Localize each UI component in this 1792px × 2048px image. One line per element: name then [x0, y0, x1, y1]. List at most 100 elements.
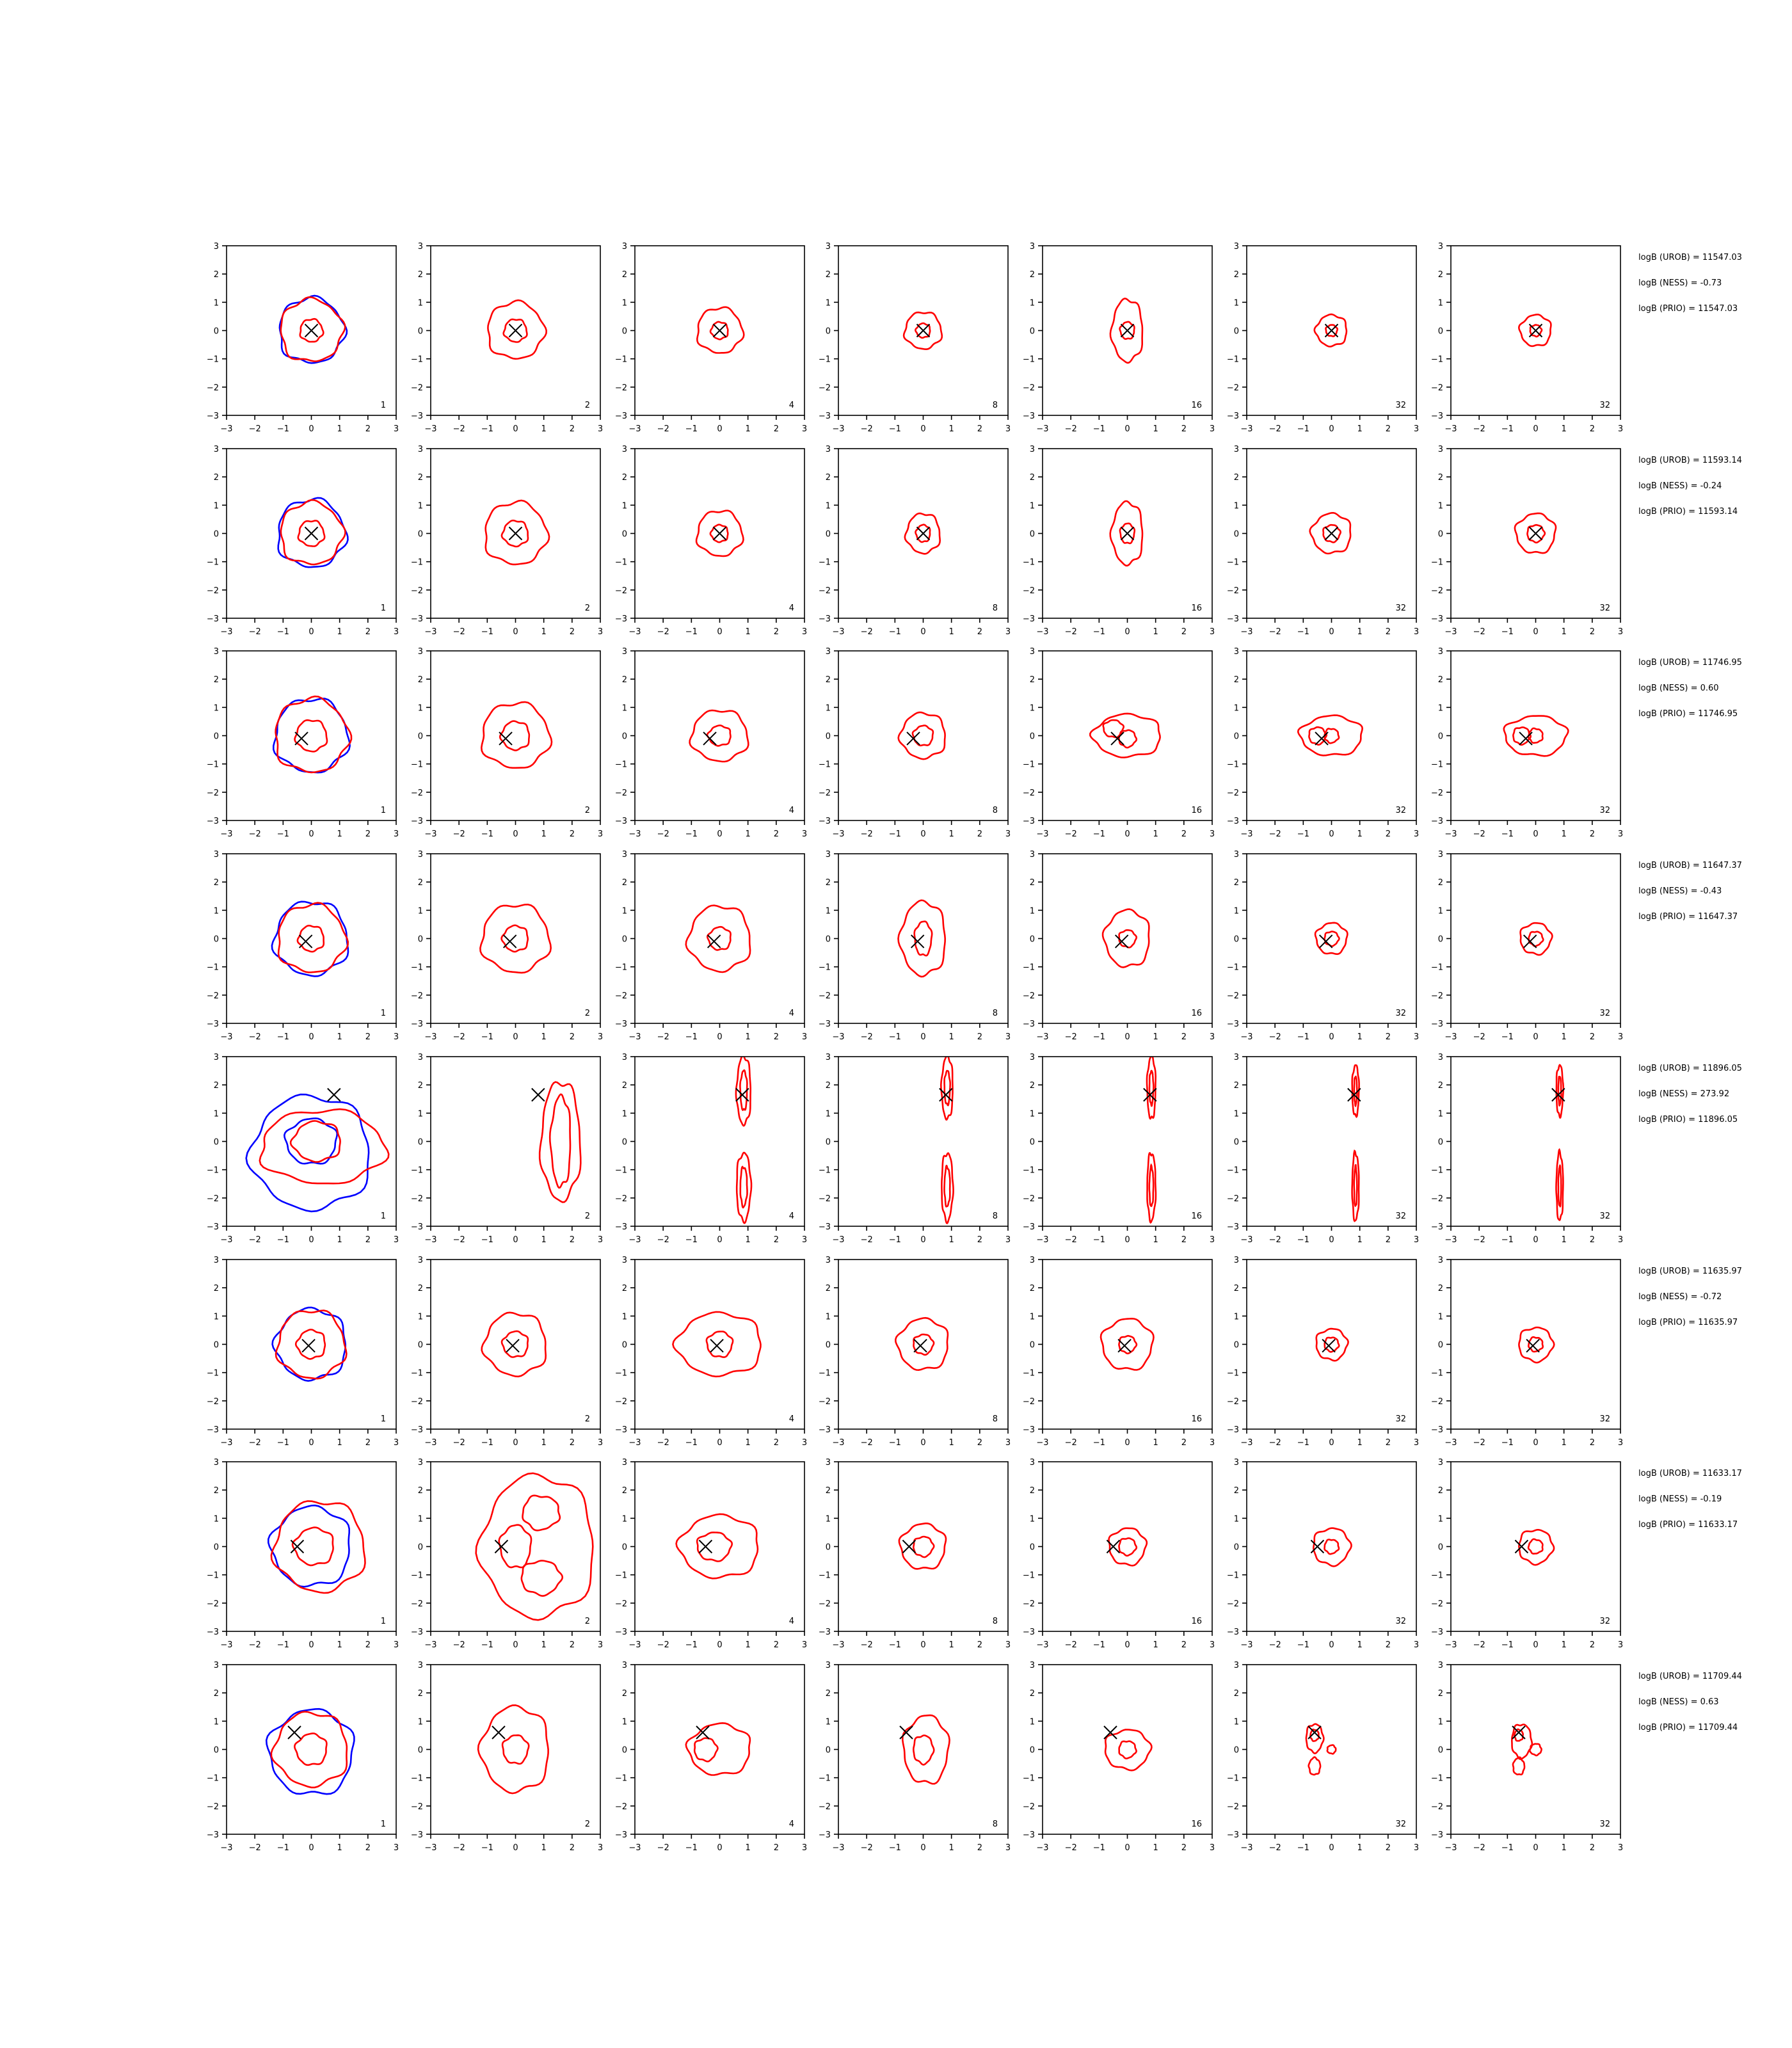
true-value-marker [1315, 732, 1329, 746]
y-tick-label: 3 [1234, 242, 1239, 252]
plot-area [1503, 715, 1569, 757]
x-tick-label: −2 [453, 424, 465, 434]
x-tick-label: 0 [1329, 424, 1334, 434]
x-tick-label: 1 [337, 829, 342, 839]
x-tick-label: −2 [1473, 829, 1485, 839]
y-tick-label: −1 [819, 1571, 831, 1581]
row-annotation: logB (UROB) = 11633.17 [1638, 1469, 1742, 1478]
y-tick-label: 2 [418, 1486, 423, 1496]
y-tick-label: 0 [1234, 327, 1239, 337]
panel-label: 32 [1599, 1820, 1610, 1829]
panel-r6-c6: −3−3 −2 −2 −1 −1 0 0 1 1 2 2 3 3 32 [1227, 1256, 1419, 1448]
plot-area [897, 711, 946, 760]
axes-frame [838, 1056, 1009, 1227]
x-tick-label: 0 [717, 1235, 722, 1245]
row-annotation: logB (NESS) = 0.63 [1638, 1697, 1719, 1707]
y-tick-label: 2 [1234, 675, 1239, 685]
x-tick-label: 1 [949, 1438, 954, 1448]
x-tick-label: −1 [1093, 1235, 1105, 1245]
red-contour [1312, 1527, 1352, 1567]
x-tick-label: −3 [1240, 1843, 1252, 1853]
x-tick-label: 0 [513, 424, 518, 434]
red-contour [1314, 922, 1348, 956]
x-tick-label: −2 [453, 1843, 465, 1853]
x-tick-label: −3 [220, 1640, 232, 1650]
y-tick-label: −1 [615, 963, 627, 973]
y-tick-label: −1 [1227, 760, 1239, 770]
panel-label: 4 [789, 1820, 794, 1829]
true-value-marker [1117, 1339, 1132, 1353]
axes-frame [1042, 1461, 1213, 1632]
red-contour [299, 317, 324, 343]
y-tick-label: −2 [411, 1397, 423, 1407]
plot-area [897, 899, 947, 978]
x-tick-label: 1 [1562, 1235, 1567, 1245]
true-value-marker [1512, 1725, 1526, 1740]
x-tick-label: −3 [1036, 1438, 1048, 1448]
x-tick-label: 0 [513, 829, 518, 839]
y-tick-label: 2 [418, 1081, 423, 1091]
x-tick-label: 3 [1618, 1032, 1623, 1042]
x-tick-label: 0 [1329, 1235, 1334, 1245]
x-tick-label: 3 [1005, 627, 1011, 637]
x-tick-label: −3 [628, 1640, 641, 1650]
true-value-marker [916, 323, 931, 338]
axes-frame [838, 1664, 1009, 1835]
y-tick-label: −2 [207, 586, 219, 596]
y-tick-label: 3 [418, 1661, 423, 1670]
y-tick-label: 1 [622, 1312, 627, 1322]
x-tick-label: −1 [1501, 1438, 1514, 1448]
red-contour [1519, 922, 1553, 956]
x-tick-label: 1 [337, 1843, 342, 1853]
y-tick-label: 2 [622, 878, 627, 888]
y-tick-label: −3 [207, 1222, 219, 1232]
plot-area [902, 311, 943, 351]
y-tick-label: −2 [1431, 991, 1443, 1001]
red-contour [1119, 321, 1135, 340]
y-tick-label: −3 [1023, 1425, 1035, 1435]
y-tick-label: 2 [1234, 878, 1239, 888]
x-tick-label: 3 [1210, 1235, 1215, 1245]
x-tick-label: 2 [774, 1438, 779, 1448]
red-contour [297, 520, 326, 547]
red-contour [1089, 712, 1161, 758]
x-tick-label: 0 [1124, 829, 1130, 839]
panel-r8-c3: −3−3 −2 −2 −1 −1 0 0 1 1 2 2 3 3 4 [615, 1661, 807, 1853]
panel-label: 32 [1395, 1009, 1406, 1018]
x-tick-label: 1 [1562, 1438, 1567, 1448]
y-tick-label: −3 [207, 412, 219, 421]
y-tick-label: 0 [1030, 1543, 1035, 1553]
x-tick-label: 1 [1357, 1438, 1363, 1448]
y-tick-label: −1 [615, 760, 627, 770]
y-tick-label: 2 [1438, 675, 1443, 685]
x-tick-label: 3 [1210, 829, 1215, 839]
y-tick-label: 2 [214, 1284, 219, 1293]
red-contour [270, 1500, 366, 1594]
x-tick-label: −2 [657, 1438, 669, 1448]
x-tick-label: 0 [308, 1843, 314, 1853]
y-tick-label: −1 [1227, 1166, 1239, 1176]
x-tick-label: 3 [394, 424, 399, 434]
red-contour [943, 1069, 951, 1107]
x-tick-label: −3 [628, 1032, 641, 1042]
true-value-marker [301, 1339, 316, 1353]
y-tick-label: −2 [1227, 991, 1239, 1001]
y-tick-label: 0 [1030, 935, 1035, 945]
x-tick-label: 2 [1181, 1640, 1187, 1650]
x-tick-label: −3 [628, 424, 641, 434]
x-tick-label: −2 [657, 829, 669, 839]
x-tick-label: −1 [481, 1640, 493, 1650]
x-tick-label: −2 [861, 424, 873, 434]
y-tick-label: 3 [1438, 850, 1443, 860]
x-tick-label: −1 [481, 1235, 493, 1245]
y-tick-label: 2 [214, 1081, 219, 1091]
x-tick-label: 2 [1386, 1032, 1391, 1042]
axes-frame [634, 1461, 805, 1632]
x-tick-label: 2 [774, 627, 779, 637]
x-tick-label: −1 [685, 1438, 698, 1448]
y-tick-label: −1 [411, 1571, 423, 1581]
x-tick-label: −1 [685, 1235, 698, 1245]
x-tick-label: 1 [1357, 829, 1363, 839]
axes-frame [634, 1259, 805, 1430]
row-annotation: logB (UROB) = 11547.03 [1638, 253, 1742, 262]
